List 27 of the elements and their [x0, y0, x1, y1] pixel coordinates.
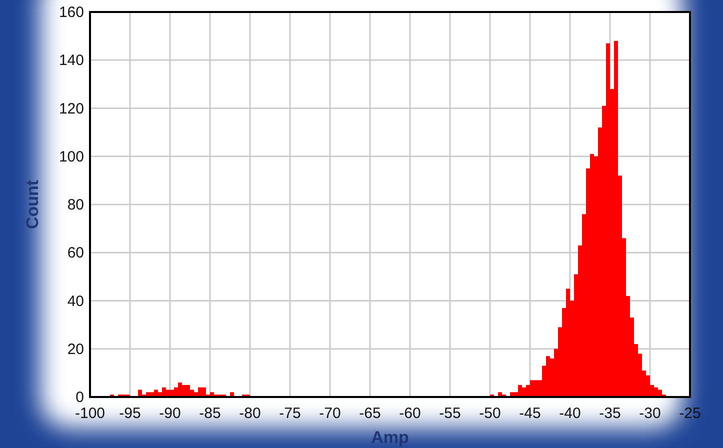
x-tick-label: -35 — [599, 405, 621, 422]
y-tick-label: 120 — [58, 100, 84, 118]
x-tick-label: -85 — [199, 405, 221, 422]
y-tick-label: 60 — [67, 244, 84, 262]
y-tick-label: 160 — [58, 4, 84, 21]
y-tick-label: 140 — [58, 52, 84, 70]
x-tick-label: -80 — [239, 405, 261, 422]
x-tick-label: -95 — [119, 405, 141, 422]
y-tick-label: 40 — [67, 292, 84, 310]
x-tick-label: -70 — [319, 405, 341, 422]
x-axis-title: Amp — [371, 428, 409, 447]
x-tick-label: -55 — [439, 405, 461, 422]
y-tick-label: 0 — [76, 389, 84, 406]
x-tick-label: -45 — [519, 405, 541, 422]
x-tick-label: -90 — [159, 405, 181, 422]
x-tick-label: -100 — [74, 405, 106, 422]
x-tick-label: -30 — [639, 405, 661, 422]
y-tick-label: 20 — [67, 340, 84, 358]
x-tick-label: -50 — [479, 405, 501, 422]
y-tick-label: 100 — [58, 148, 84, 166]
x-tick-label: -60 — [399, 405, 421, 422]
x-tick-label: -75 — [279, 405, 301, 422]
x-tick-label: -65 — [359, 405, 381, 422]
y-tick-label: 80 — [67, 196, 84, 214]
y-axis-title: Count — [23, 180, 42, 230]
x-tick-label: -40 — [559, 405, 581, 422]
x-tick-label: -25 — [679, 405, 701, 422]
